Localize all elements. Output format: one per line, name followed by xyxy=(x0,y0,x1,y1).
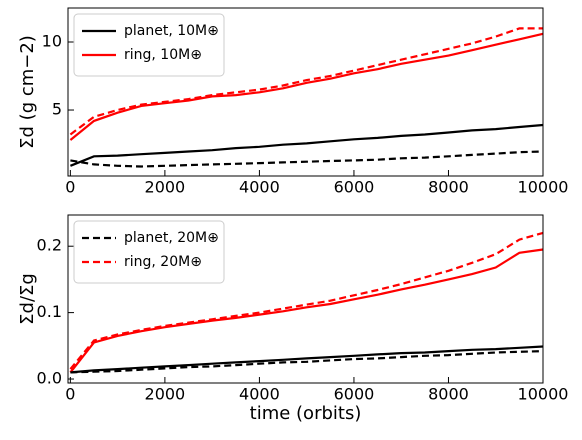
x-tick-label: 10000 xyxy=(518,178,569,197)
axes-frame xyxy=(67,7,544,177)
axes-frame xyxy=(67,214,544,384)
x-tick-label: 10000 xyxy=(518,385,569,404)
y-tick-label: 0.2 xyxy=(37,236,62,255)
data-line xyxy=(69,123,544,167)
x-tick-label: 2000 xyxy=(145,178,186,197)
x-tick-label: 6000 xyxy=(334,385,375,404)
x-tick-label: 4000 xyxy=(239,178,280,197)
data-line xyxy=(70,345,544,374)
y-tick-label: 0.1 xyxy=(37,302,62,321)
data-line xyxy=(70,150,544,168)
x-axis-label: time (orbits) xyxy=(250,403,362,424)
data-line xyxy=(69,248,544,374)
data-line xyxy=(69,27,543,136)
data-line xyxy=(69,231,544,370)
x-tick-label: 8000 xyxy=(428,385,469,404)
y-axis-label: Σd (g cm−2) xyxy=(17,35,38,149)
y-tick-label: 5 xyxy=(52,100,62,119)
legend-label: planet, 10M⊕ xyxy=(124,23,219,39)
legend-box xyxy=(73,13,225,77)
x-tick-label: 0 xyxy=(65,178,75,197)
x-tick-label: 0 xyxy=(65,385,75,404)
legend-box xyxy=(73,220,225,284)
x-tick-label: 8000 xyxy=(428,178,469,197)
legend-label: ring, 20M⊕ xyxy=(124,254,202,270)
x-tick-label: 2000 xyxy=(145,385,186,404)
legend-label: planet, 20M⊕ xyxy=(124,230,219,246)
x-tick-label: 4000 xyxy=(239,385,280,404)
y-axis-label: Σd/Σg xyxy=(17,273,38,325)
legend-label: ring, 10M⊕ xyxy=(124,47,202,63)
y-tick-label: 10 xyxy=(42,32,62,51)
data-line xyxy=(69,32,544,141)
x-tick-label: 6000 xyxy=(334,178,375,197)
data-line xyxy=(70,350,544,374)
y-tick-label: 0.0 xyxy=(37,369,62,388)
